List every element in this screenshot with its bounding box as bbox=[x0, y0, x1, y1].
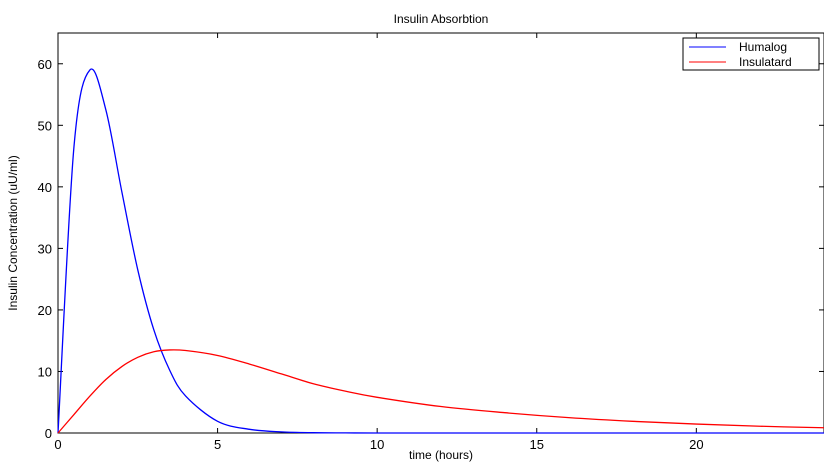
x-tick-label: 0 bbox=[54, 437, 61, 452]
series-line-humalog bbox=[57, 68, 824, 434]
y-tick-label: 30 bbox=[38, 241, 52, 256]
plot-area bbox=[57, 32, 824, 434]
x-axis-label: time (hours) bbox=[409, 448, 473, 462]
legend-label-insulatard: Insulatard bbox=[739, 55, 792, 69]
y-axis-ticks: 0 10 20 30 40 50 60 bbox=[38, 57, 824, 441]
y-tick-label: 50 bbox=[38, 118, 52, 133]
y-tick-label: 60 bbox=[38, 57, 52, 72]
legend-label-humalog: Humalog bbox=[739, 40, 787, 54]
y-tick-label: 20 bbox=[38, 303, 52, 318]
x-tick-label: 10 bbox=[370, 437, 384, 452]
x-axis-ticks: 0 5 10 15 20 bbox=[54, 33, 704, 452]
legend-box bbox=[682, 37, 820, 71]
x-tick-label: 5 bbox=[214, 437, 221, 452]
y-tick-label: 0 bbox=[45, 426, 52, 441]
series-line-insulatard bbox=[57, 349, 824, 434]
chart-title: Insulin Absorbtion bbox=[394, 12, 489, 26]
x-tick-label: 15 bbox=[530, 437, 544, 452]
y-tick-label: 40 bbox=[38, 180, 52, 195]
series-layer bbox=[57, 68, 824, 434]
x-tick-label: 20 bbox=[689, 437, 703, 452]
y-tick-label: 10 bbox=[38, 364, 52, 379]
legend: Humalog Insulatard bbox=[682, 37, 820, 71]
y-axis-label: Insulin Concentration (uU/ml) bbox=[6, 155, 20, 310]
